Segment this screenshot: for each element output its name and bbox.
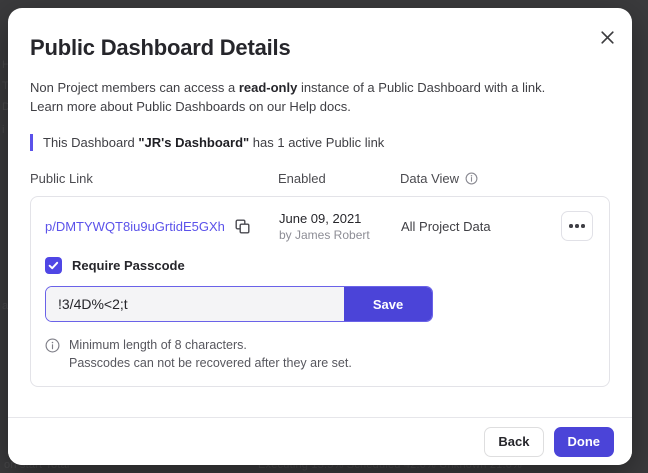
page-title: Public Dashboard Details <box>30 35 291 60</box>
require-passcode-label[interactable]: Require Passcode <box>72 258 185 273</box>
table-row-main: p/DMTYWQT8iu9uGrtidE5GXh June 09, 2021 b… <box>45 209 595 243</box>
passcode-hint-line-2: Passcodes can not be recovered after the… <box>69 356 352 370</box>
passcode-hint: Minimum length of 8 characters. Passcode… <box>45 336 595 372</box>
intro-line2: Learn more about Public Dashboards on ou… <box>30 99 351 114</box>
obscured-background-text: H <box>2 59 11 71</box>
obscured-background-text: i <box>2 124 5 136</box>
row-more-options-button[interactable] <box>561 211 593 241</box>
notice-after: has 1 active Public link <box>249 135 385 150</box>
notice-before: This Dashboard <box>43 135 139 150</box>
obscured-background-text: a <box>2 300 9 312</box>
back-button[interactable]: Back <box>484 426 544 457</box>
intro-line1-after: instance of a Public Dashboard with a li… <box>297 80 546 95</box>
table-row: p/DMTYWQT8iu9uGrtidE5GXh June 09, 2021 b… <box>30 196 610 387</box>
cell-public-link: p/DMTYWQT8iu9uGrtidE5GXh <box>45 219 279 234</box>
intro-paragraph: Non Project members can access a read-on… <box>8 62 632 116</box>
passcode-input[interactable] <box>46 287 344 321</box>
done-button[interactable]: Done <box>553 426 614 457</box>
copy-link-button[interactable] <box>235 219 250 234</box>
enabled-date: June 09, 2021 <box>279 210 362 226</box>
close-button[interactable] <box>592 22 622 52</box>
save-passcode-button[interactable]: Save <box>344 287 432 321</box>
column-header-public-link: Public Link <box>30 171 93 186</box>
column-header-data-view-label: Data View <box>400 171 460 186</box>
public-link-anchor[interactable]: p/DMTYWQT8iu9uGrtidE5GXh <box>45 218 225 234</box>
ellipsis-icon <box>575 224 579 228</box>
column-header-enabled: Enabled <box>278 171 326 186</box>
cell-enabled: June 09, 2021 by James Robert <box>279 210 401 243</box>
ellipsis-icon <box>569 224 573 228</box>
passcode-hint-line-1: Minimum length of 8 characters. <box>69 338 247 352</box>
column-header-data-view: Data View <box>400 171 610 186</box>
obscured-background-text: D <box>2 101 11 113</box>
close-icon <box>600 30 615 45</box>
intro-line1-before: Non Project members can access a <box>30 80 239 95</box>
intro-read-only-emphasis: read-only <box>238 80 298 95</box>
passcode-hint-text: Minimum length of 8 characters. Passcode… <box>69 336 352 372</box>
info-circle-icon <box>45 336 60 353</box>
info-icon[interactable] <box>465 172 478 185</box>
active-link-notice: This Dashboard "JR's Dashboard" has 1 ac… <box>30 134 632 151</box>
table-header-row: Public Link Enabled Data View <box>30 171 610 186</box>
cell-data-view: All Project Data <box>401 218 491 234</box>
notice-dashboard-name: "JR's Dashboard" <box>138 135 250 150</box>
copy-icon <box>235 219 250 234</box>
public-dashboard-details-dialog: Public Dashboard Details Non Project mem… <box>8 8 632 465</box>
obscured-background-text: T <box>2 80 9 92</box>
dialog-footer: Back Done <box>8 417 632 465</box>
dialog-body: Public Dashboard Details Non Project mem… <box>8 8 632 417</box>
passcode-field-group: Save <box>45 286 433 322</box>
enabled-by-user: by James Robert <box>279 227 370 242</box>
ellipsis-icon <box>581 224 585 228</box>
require-passcode-checkbox[interactable] <box>45 257 62 274</box>
require-passcode-row: Require Passcode <box>45 257 595 274</box>
